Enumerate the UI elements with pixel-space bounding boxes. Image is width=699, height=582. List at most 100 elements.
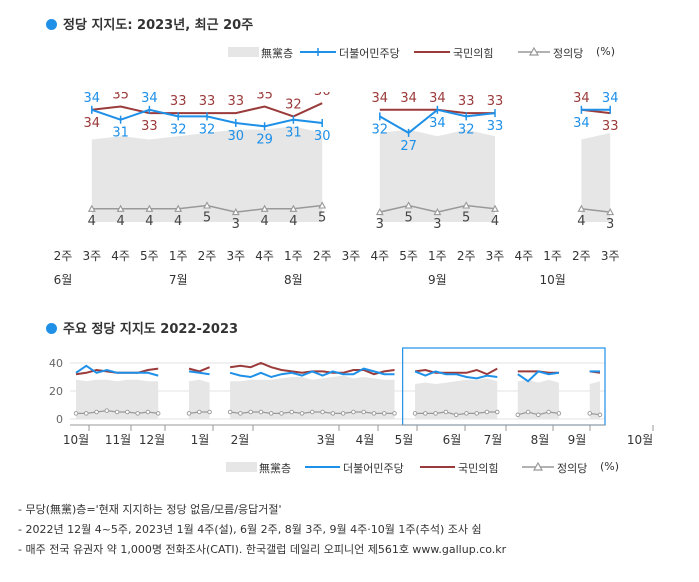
ppp-label: 33 <box>602 119 619 134</box>
justice-point <box>556 411 562 416</box>
x-tick-label: 3주 <box>82 249 101 263</box>
x-tick-label: 5주 <box>399 249 418 263</box>
legend2-undecided-label: 無黨층 <box>259 462 292 475</box>
justice-point <box>94 409 99 415</box>
dp-label: 34 <box>84 92 101 106</box>
month-tick-label: 3월 <box>317 433 336 447</box>
x-tick-label: 4주 <box>514 249 533 263</box>
month-tick-label: 6월 <box>443 433 462 447</box>
justice-point <box>260 204 269 212</box>
undecided-area-1 <box>379 129 495 222</box>
month-label: 10월 <box>539 273 565 287</box>
chart1-plot: 3434435314343343332433325333033529432314… <box>54 92 620 287</box>
y-tick-label: 40 <box>49 357 63 370</box>
month-label: 7월 <box>169 273 188 287</box>
justice-point <box>491 204 499 212</box>
ppp-label: 33 <box>199 94 216 109</box>
justice-point <box>525 409 531 415</box>
month-tick-label: 5월 <box>395 433 414 447</box>
y-tick-label: 20 <box>49 385 63 398</box>
justice-point <box>546 409 551 415</box>
month-tick-label: 4월 <box>356 433 375 447</box>
ppp-label: 33 <box>487 94 504 109</box>
justice-point <box>116 204 125 212</box>
justice-point <box>258 409 264 415</box>
justice-point <box>135 411 140 416</box>
justice-label: 5 <box>462 211 470 226</box>
bullet-icon <box>46 323 57 334</box>
justice-point <box>268 411 274 416</box>
x-tick-label: 2주 <box>54 249 73 263</box>
footnote-3: - 매주 전국 유권자 약 1,000명 전화조사(CATI). 한국갤럽 데일… <box>18 543 507 556</box>
justice-point <box>536 412 541 418</box>
justice-label: 4 <box>145 214 153 229</box>
legend-ppp-label: 국민의힘 <box>453 47 494 60</box>
justice-label: 5 <box>203 211 211 226</box>
dp-label: 30 <box>228 129 245 144</box>
chart1-title: 정당 지지도: 2023년, 최근 20주 <box>46 14 253 33</box>
justice-point <box>484 409 490 415</box>
x-tick-label: 4주 <box>370 249 389 263</box>
justice-label: 3 <box>433 217 441 232</box>
dp-label: 34 <box>429 116 446 131</box>
legend-justice-unit: (%) <box>596 45 616 58</box>
justice-point <box>231 207 240 216</box>
ppp-line-1 <box>188 366 210 373</box>
legend2-justice-marker <box>532 461 544 471</box>
dp-line-2 <box>229 367 395 379</box>
month-label: 8월 <box>284 273 303 287</box>
ppp-line-3 <box>414 367 498 376</box>
y-tick-label: 0 <box>56 413 63 426</box>
legend2-dp-label: 더불어민주당 <box>343 462 404 475</box>
month-tick-label: 9월 <box>568 433 587 447</box>
justice-point <box>289 409 295 415</box>
ppp-label: 34 <box>429 92 446 106</box>
month-tick-label: 7월 <box>484 433 503 447</box>
justice-point <box>174 204 183 212</box>
undecided-area-0 <box>76 379 159 419</box>
justice-point <box>84 411 89 416</box>
footnotes: - 무당(無黨)층='현재 지지하는 정당 없음/모름/응답거절' - 2022… <box>18 500 506 560</box>
x-tick-label: 3주 <box>601 249 620 263</box>
justice-point <box>361 409 366 415</box>
dp-label: 34 <box>573 116 590 131</box>
justice-label: 3 <box>606 217 614 232</box>
legend2-undecided-swatch <box>226 462 257 472</box>
month-tick-label: 10월 <box>627 433 653 447</box>
ppp-label: 34 <box>372 92 389 106</box>
legend-justice-label: 정의당 <box>553 47 584 60</box>
undecided-area-1 <box>189 379 210 419</box>
justice-point <box>597 412 603 418</box>
x-tick-label: 2주 <box>572 249 591 263</box>
justice-label: 4 <box>260 214 268 229</box>
dp-line-1 <box>188 370 210 376</box>
justice-label: 4 <box>88 214 96 229</box>
dp-label: 33 <box>487 119 504 134</box>
dp-label: 32 <box>199 122 216 137</box>
undecided-area-2 <box>230 375 395 419</box>
dp-line-4 <box>517 370 560 383</box>
x-tick-label: 1주 <box>169 249 188 263</box>
justice-point <box>145 409 151 415</box>
justice-point <box>279 411 284 416</box>
justice-label: 5 <box>318 211 326 226</box>
ppp-label: 34 <box>84 116 101 131</box>
justice-point <box>351 409 356 415</box>
justice-label: 4 <box>289 214 297 229</box>
justice-point <box>515 412 521 418</box>
x-tick-label: 2주 <box>313 249 332 263</box>
ppp-label: 34 <box>573 92 590 106</box>
dp-label: 27 <box>400 139 417 154</box>
undecided-area-0 <box>91 126 323 222</box>
dp-label: 32 <box>170 122 187 137</box>
justice-point <box>495 409 500 415</box>
justice-label: 4 <box>174 214 182 229</box>
justice-point <box>423 411 428 416</box>
justice-point <box>412 411 418 416</box>
justice-point <box>155 411 161 416</box>
justice-point <box>114 409 120 415</box>
justice-point <box>443 409 449 415</box>
justice-label: 3 <box>376 217 384 232</box>
justice-point <box>474 411 479 416</box>
justice-point <box>577 204 586 212</box>
